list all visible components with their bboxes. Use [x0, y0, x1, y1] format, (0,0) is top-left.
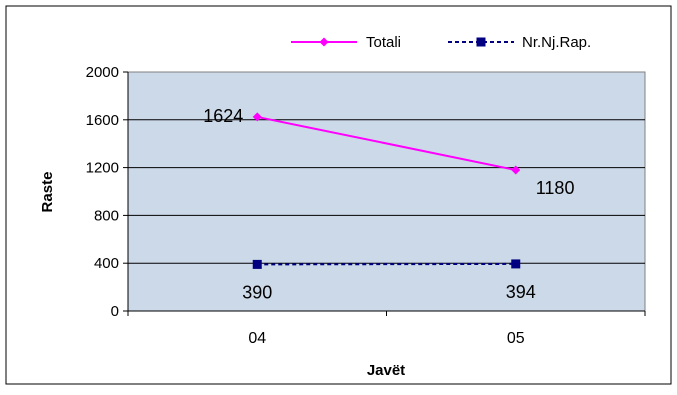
y-tick-label: 800	[94, 207, 119, 224]
data-label: 1624	[203, 106, 243, 126]
y-tick-label: 400	[94, 255, 119, 272]
legend-marker	[477, 38, 486, 47]
data-label: 1180	[536, 178, 575, 198]
data-point	[511, 259, 520, 268]
x-tick-label: 05	[507, 330, 525, 347]
y-tick-label: 1200	[86, 160, 119, 177]
x-tick-label: 04	[248, 330, 266, 347]
y-axis-title: Raste	[39, 172, 56, 213]
data-label: 394	[506, 282, 536, 302]
data-point	[253, 260, 262, 269]
y-tick-label: 1600	[86, 112, 119, 129]
y-tick-label: 2000	[86, 64, 119, 81]
data-label: 390	[242, 282, 272, 302]
legend-label: Nr.Nj.Rap.	[522, 34, 591, 51]
legend-label: Totali	[366, 34, 401, 51]
x-axis-title: Javët	[367, 362, 405, 379]
y-tick-label: 0	[111, 303, 119, 320]
